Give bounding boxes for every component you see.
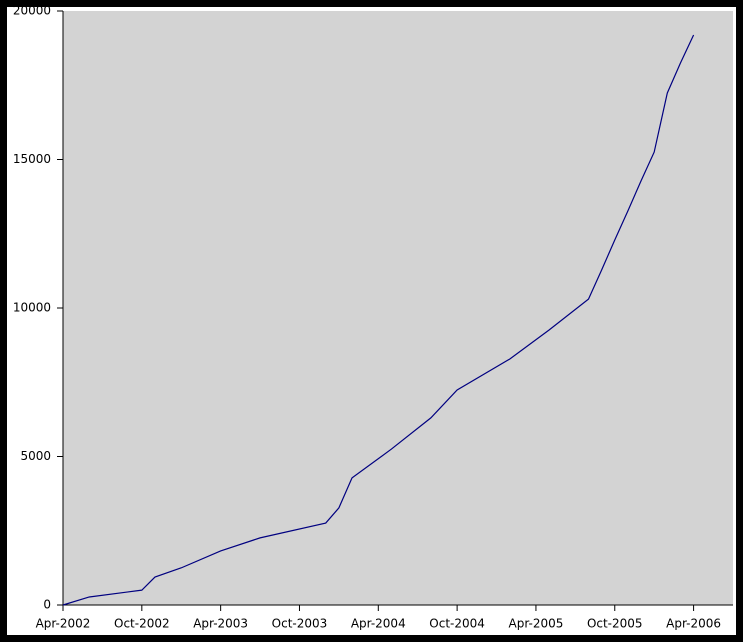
x-tick-label: Oct-2005 bbox=[587, 617, 643, 631]
y-tick-label: 15000 bbox=[13, 152, 51, 166]
y-tick-label: 0 bbox=[43, 598, 51, 612]
y-tick-label: 20000 bbox=[13, 4, 51, 18]
x-tick-label: Apr-2005 bbox=[509, 617, 564, 631]
x-tick-label: Oct-2003 bbox=[272, 617, 328, 631]
x-tick-label: Apr-2004 bbox=[351, 617, 406, 631]
x-tick-label: Apr-2003 bbox=[193, 617, 248, 631]
x-tick-label: Oct-2002 bbox=[114, 617, 170, 631]
x-tick-label: Apr-2002 bbox=[36, 617, 91, 631]
x-tick-label: Apr-2006 bbox=[666, 617, 721, 631]
x-tick-label: Oct-2004 bbox=[429, 617, 485, 631]
y-tick-label: 5000 bbox=[20, 449, 51, 463]
data-line bbox=[62, 34, 695, 606]
y-tick-label: 10000 bbox=[13, 301, 51, 315]
plot-area bbox=[63, 11, 733, 605]
